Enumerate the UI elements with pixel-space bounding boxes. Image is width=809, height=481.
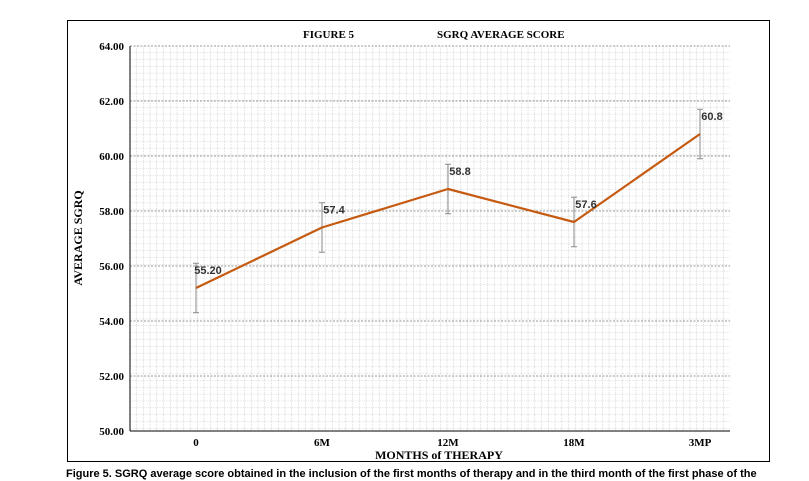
data-label: 55.20 xyxy=(194,265,222,277)
x-tick-label: 12M xyxy=(437,437,459,449)
chart-title-figure: FIGURE 5 xyxy=(303,29,355,41)
line-chart: FIGURE 5 SGRQ AVERAGE SCORE 50.00 52.00 54… xyxy=(71,29,730,461)
y-tick-label: 54.00 xyxy=(99,316,124,328)
figure-caption: Figure 5. SGRQ average score obtained in… xyxy=(66,468,757,480)
x-tick-label: 6M xyxy=(314,437,331,449)
data-label: 57.4 xyxy=(323,205,345,217)
chart-frame: FIGURE 5 SGRQ AVERAGE SCORE 50.00 52.00 54… xyxy=(67,20,770,462)
x-tick-label: 18M xyxy=(563,437,585,449)
x-tick-label: 3MP xyxy=(689,437,712,449)
y-tick-labels: 50.00 52.00 54.00 56.00 58.00 60.00 62.00 64.00 xyxy=(99,41,124,438)
y-tick-label: 64.00 xyxy=(99,41,124,53)
data-label: 57.6 xyxy=(575,199,596,211)
y-tick-label: 60.00 xyxy=(99,151,124,163)
y-tick-label: 62.00 xyxy=(99,96,124,108)
series-line xyxy=(195,133,701,289)
chart-title-main: SGRQ AVERAGE SCORE xyxy=(437,29,565,41)
y-tick-label: 50.00 xyxy=(99,426,124,438)
data-labels: 55.20 57.4 58.8 57.6 60.8 xyxy=(194,111,722,277)
y-tick-label: 52.00 xyxy=(99,371,124,383)
data-label: 60.8 xyxy=(701,111,722,123)
y-axis-title: AVERAGE SGRQ xyxy=(71,190,85,285)
plot-background xyxy=(130,46,730,431)
data-label: 58.8 xyxy=(449,166,470,178)
x-tick-label: 0 xyxy=(193,437,199,449)
y-tick-label: 58.00 xyxy=(99,206,124,218)
y-tick-label: 56.00 xyxy=(99,261,124,273)
x-tick-labels: 0 6M 12M 18M 3MP xyxy=(193,437,711,449)
x-axis-title: MONTHS of THERAPY xyxy=(375,448,503,461)
